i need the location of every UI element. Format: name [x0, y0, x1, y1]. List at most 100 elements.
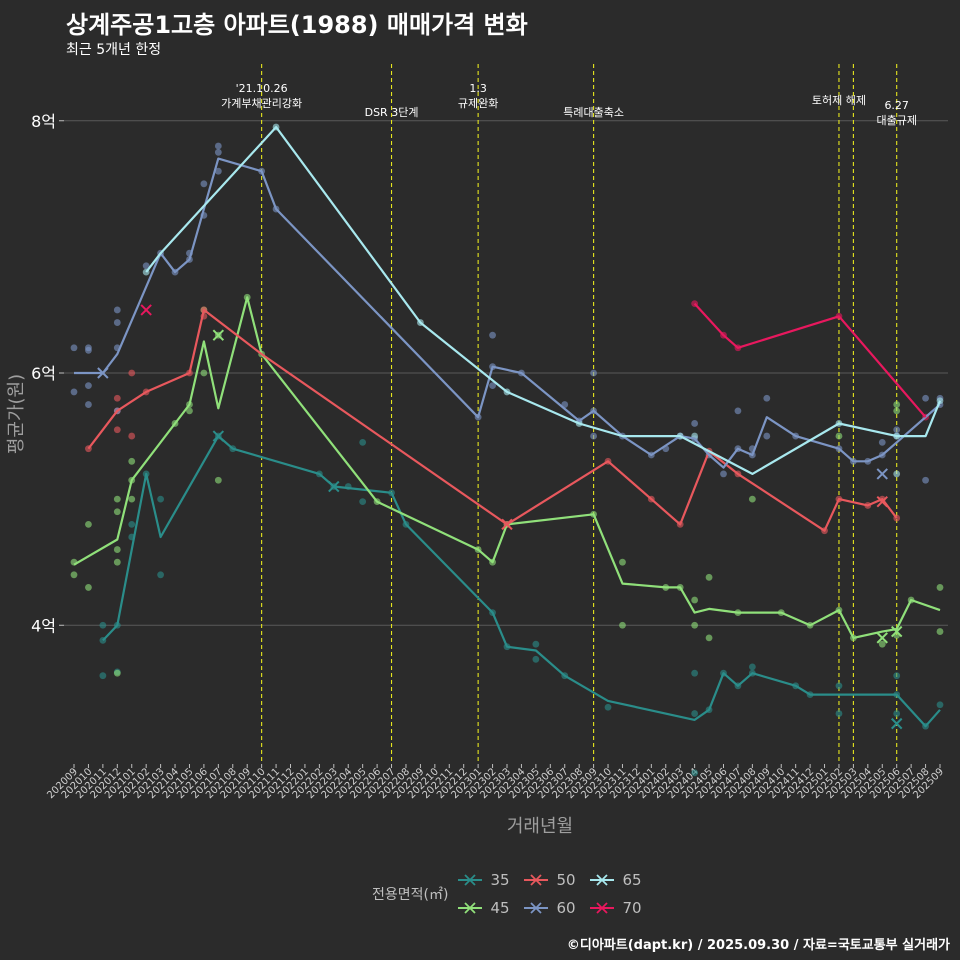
data-point-45	[113, 558, 121, 566]
legend-swatch-icon	[524, 902, 549, 914]
event-label: DSR 3단계	[365, 106, 419, 119]
cross-marker-45	[890, 625, 903, 638]
data-point-60	[214, 142, 222, 150]
data-point-35	[893, 710, 901, 717]
cross-marker-50	[876, 495, 888, 508]
series-line-35	[102, 435, 941, 728]
data-point-60	[878, 438, 886, 446]
data-point-45	[113, 508, 121, 516]
data-point-60	[70, 344, 78, 352]
data-point-45	[748, 495, 756, 503]
chart-title: 상계주공1고층 아파트(1988) 매매가격 변화	[66, 11, 528, 39]
legend-label: 35	[490, 871, 510, 889]
event-label: 대출규제	[876, 114, 916, 127]
legend-item-45: 45	[458, 894, 524, 922]
data-point-35	[157, 495, 165, 503]
data-point-45	[113, 546, 121, 553]
data-point-45	[113, 669, 121, 677]
data-point-45	[186, 407, 193, 415]
cross-marker-35	[212, 430, 225, 442]
legend-swatch-icon	[458, 902, 483, 914]
data-point-45	[835, 432, 843, 440]
data-point-50	[113, 426, 121, 434]
data-point-60	[85, 382, 92, 390]
series-line-50	[87, 308, 898, 532]
data-point-35	[748, 663, 756, 671]
data-point-60	[734, 407, 742, 415]
data-point-45	[113, 495, 121, 503]
data-point-45	[70, 571, 78, 579]
data-point-45	[619, 558, 626, 566]
data-point-45	[878, 640, 886, 648]
data-point-35	[604, 703, 612, 711]
data-point-45	[893, 401, 901, 408]
event-label: 특례대출축소	[563, 106, 624, 119]
data-point-35	[691, 669, 699, 677]
data-point-60	[489, 331, 496, 339]
data-point-35	[532, 640, 540, 648]
legend-label: 65	[622, 871, 642, 889]
data-point-45	[128, 457, 136, 465]
legend-item-35: 35	[458, 866, 524, 894]
legend-item-50: 50	[524, 866, 590, 894]
legend-item-70: 70	[590, 894, 656, 922]
data-point-60	[214, 167, 222, 175]
data-point-50	[128, 369, 136, 377]
data-point-45	[705, 634, 713, 642]
y-tick-label: 4억	[31, 616, 56, 635]
series-line-65	[145, 125, 942, 475]
data-point-35	[691, 769, 699, 777]
data-point-35	[691, 710, 699, 717]
data-point-35	[835, 710, 843, 717]
legend-title: 전용면적(㎡)	[372, 887, 449, 903]
event-label: 토허제 해제	[812, 93, 866, 107]
data-point-45	[128, 495, 136, 503]
data-point-45	[85, 584, 92, 591]
legend-label: 50	[556, 871, 576, 889]
data-point-60	[922, 476, 929, 484]
data-point-60	[922, 394, 929, 402]
data-point-35	[99, 621, 107, 629]
legend-item-60: 60	[524, 894, 590, 922]
data-point-35	[359, 438, 367, 446]
data-point-35	[835, 682, 843, 690]
data-point-45	[936, 628, 944, 635]
data-point-60	[691, 420, 699, 427]
data-point-45	[936, 584, 944, 591]
legend-swatch-icon	[590, 902, 615, 914]
data-point-45	[691, 596, 699, 604]
legend-label: 45	[490, 899, 510, 917]
series-line-45	[73, 296, 941, 640]
data-point-60	[70, 388, 78, 396]
data-point-60	[720, 470, 727, 478]
data-point-35	[99, 672, 107, 680]
data-point-60	[200, 180, 208, 188]
data-point-45	[705, 573, 713, 581]
data-point-35	[532, 655, 540, 663]
event-label: 6.27	[884, 99, 909, 112]
event-label: '21.10.26	[236, 82, 288, 95]
event-label: 1.3	[469, 82, 487, 95]
legend-label: 70	[622, 899, 642, 917]
series-line-70	[693, 302, 927, 418]
data-point-60	[893, 426, 901, 434]
data-point-45	[214, 476, 222, 484]
data-point-60	[763, 432, 771, 440]
cross-marker-60	[876, 468, 888, 480]
data-point-60	[590, 369, 597, 377]
data-point-60	[590, 432, 597, 440]
cross-marker-60	[97, 367, 109, 379]
y-tick-label: 8억	[31, 112, 56, 131]
data-point-35	[936, 701, 944, 709]
data-point-35	[893, 672, 901, 680]
data-point-60	[85, 346, 92, 354]
cross-marker-45	[876, 632, 888, 644]
data-point-35	[157, 571, 165, 579]
data-point-60	[214, 148, 222, 156]
data-point-50	[128, 432, 136, 440]
cross-marker-70	[140, 304, 152, 316]
cross-marker-35	[328, 480, 340, 493]
legend: 전용면적(㎡) 35 45 50 60 65 70	[372, 866, 656, 922]
legend-swatch-icon	[590, 874, 615, 886]
event-label: 규제완화	[458, 97, 498, 110]
